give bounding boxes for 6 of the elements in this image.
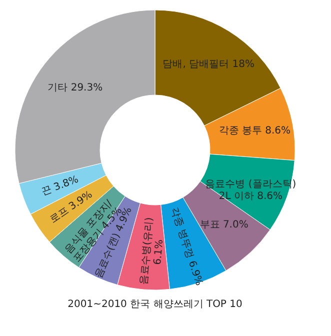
slice-label: 기타 29.3% <box>48 82 103 94</box>
slice-label: 담배, 담배필터 18% <box>162 58 255 70</box>
data-label: 6.1% <box>152 239 166 266</box>
slice-label: 부표 7.0% <box>200 219 248 230</box>
slice-label: 각종 봉투 8.6% <box>218 126 291 137</box>
text: 2001~2010 한국 해양쓰레기 TOP 10 <box>68 299 242 310</box>
